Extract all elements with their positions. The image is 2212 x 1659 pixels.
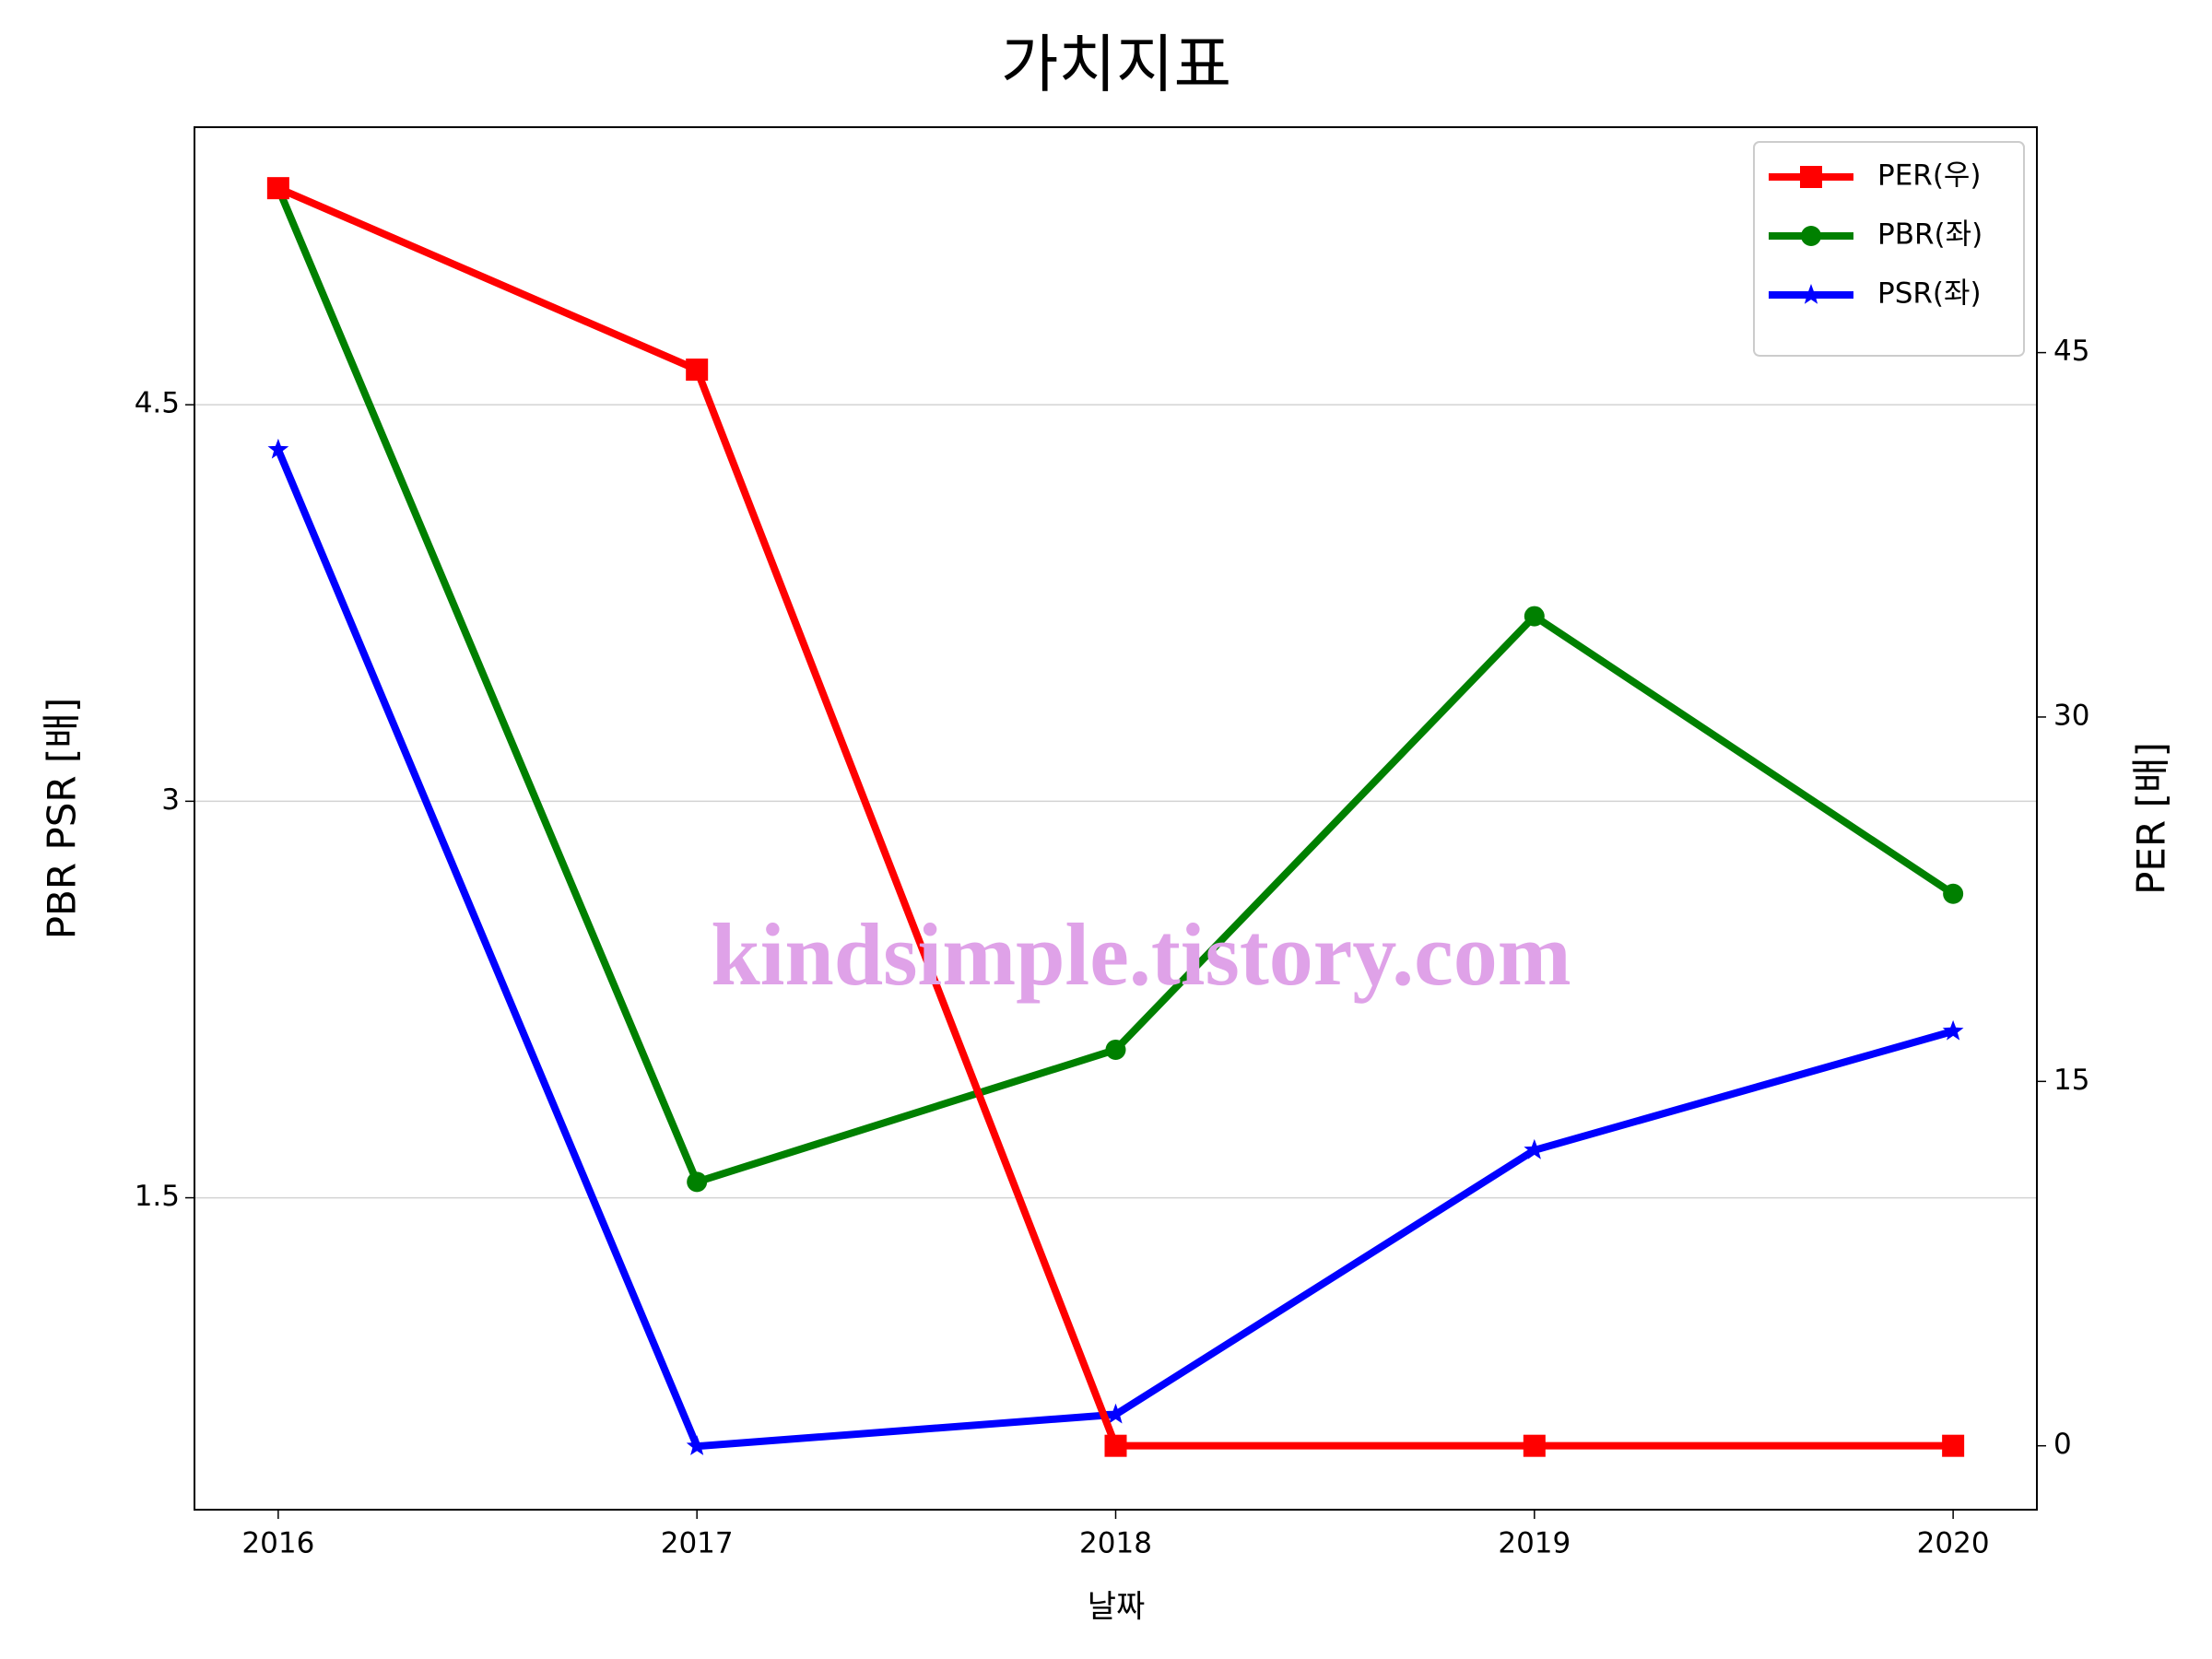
marker — [1104, 1434, 1127, 1457]
chart-title: 가치지표 — [1001, 29, 1231, 102]
plot-frame — [194, 126, 2038, 1511]
marker — [1800, 284, 1822, 304]
marker — [1524, 1138, 1546, 1159]
marker — [1942, 1019, 1964, 1041]
y-tick-label: 1.5 — [135, 1180, 180, 1213]
y-tick-label: 3 — [161, 783, 180, 817]
marker — [1105, 1039, 1126, 1060]
legend-box — [1753, 141, 2025, 357]
marker — [1105, 1403, 1126, 1424]
marker — [1524, 606, 1545, 627]
x-tick-label: 2016 — [241, 1527, 314, 1560]
x-axis-label: 날짜 — [1088, 1589, 1146, 1626]
marker — [1523, 1434, 1546, 1457]
y2-axis-label: PER [배] — [2129, 742, 2174, 895]
watermark: kindsimple.tistory.com — [711, 905, 1571, 1004]
y2-tick-label: 45 — [2053, 335, 2089, 368]
y2-tick-label: 15 — [2053, 1064, 2089, 1097]
y2-tick-label: 30 — [2053, 699, 2089, 732]
y2-tick-label: 0 — [2053, 1428, 2072, 1461]
x-tick-label: 2020 — [1917, 1527, 1990, 1560]
x-tick-label: 2018 — [1079, 1527, 1152, 1560]
legend-label: PER(우) — [1877, 159, 1982, 193]
y-axis-label: PBR PSR [배] — [40, 698, 85, 940]
marker — [1801, 226, 1821, 246]
marker — [686, 359, 709, 382]
marker — [267, 438, 289, 459]
legend-label: PBR(좌) — [1877, 218, 1983, 252]
marker — [266, 177, 289, 200]
y-tick-label: 4.5 — [135, 387, 180, 420]
marker — [687, 1171, 708, 1193]
marker — [1943, 883, 1964, 904]
x-tick-label: 2019 — [1498, 1527, 1571, 1560]
legend-label: PSR(좌) — [1877, 277, 1982, 311]
marker — [686, 1435, 708, 1455]
x-tick-label: 2017 — [661, 1527, 734, 1560]
marker — [1800, 166, 1822, 188]
marker — [1942, 1434, 1965, 1457]
